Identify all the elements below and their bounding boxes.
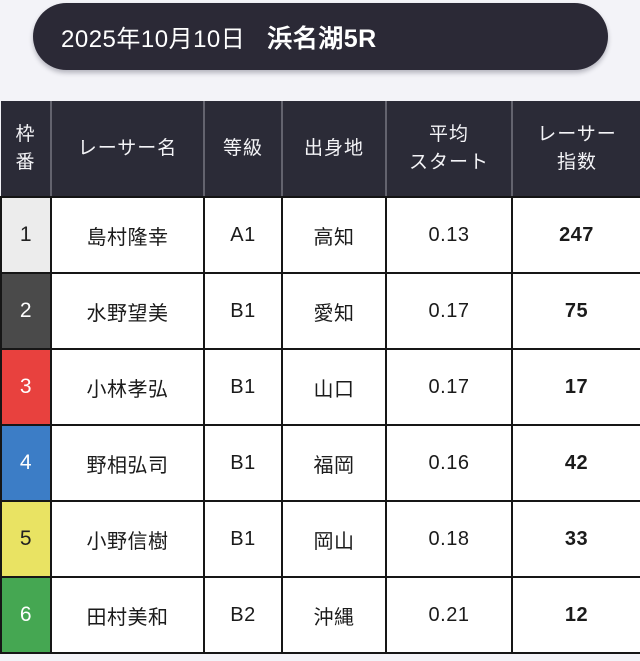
racer-name-cell: 野相弘司 <box>50 424 205 502</box>
racer-name-cell: 島村隆幸 <box>50 196 205 274</box>
grade-cell: B1 <box>203 500 283 578</box>
frame-number-cell: 1 <box>0 196 52 274</box>
col-header-racer-name: レーサー名 <box>50 101 205 198</box>
col-header-frame-number: 枠 番 <box>1 101 52 198</box>
table-row: 3 小林孝弘 B1 山口 0.17 17 <box>0 348 640 426</box>
table-row: 5 小野信樹 B1 岡山 0.18 33 <box>0 500 640 578</box>
frame-number-cell: 5 <box>0 500 52 578</box>
avg-start-cell: 0.17 <box>385 272 513 350</box>
avg-start-cell: 0.13 <box>385 196 513 274</box>
col-header-origin: 出身地 <box>281 101 387 198</box>
race-date: 2025年10月10日 <box>61 26 246 53</box>
grade-cell: B1 <box>203 424 283 502</box>
racer-index-cell: 247 <box>511 196 640 274</box>
race-title-banner: 2025年10月10日 浜名湖5R <box>33 3 608 70</box>
grade-cell: A1 <box>203 196 283 274</box>
table-row: 2 水野望美 B1 愛知 0.17 75 <box>0 272 640 350</box>
avg-start-cell: 0.17 <box>385 348 513 426</box>
col-header-average-start: 平均 スタート <box>385 101 513 198</box>
frame-number-cell: 4 <box>0 424 52 502</box>
frame-number-cell: 2 <box>0 272 52 350</box>
avg-start-cell: 0.16 <box>385 424 513 502</box>
racer-table: 枠 番 レーサー名 等級 出身地 平均 スタート レーサー 指数 1 島村隆幸 … <box>0 101 640 654</box>
racer-index-cell: 12 <box>511 576 640 654</box>
origin-cell: 岡山 <box>281 500 387 578</box>
origin-cell: 福岡 <box>281 424 387 502</box>
grade-cell: B1 <box>203 272 283 350</box>
grade-cell: B1 <box>203 348 283 426</box>
avg-start-cell: 0.18 <box>385 500 513 578</box>
table-row: 6 田村美和 B2 沖縄 0.21 12 <box>0 576 640 654</box>
avg-start-cell: 0.21 <box>385 576 513 654</box>
origin-cell: 愛知 <box>281 272 387 350</box>
table-row: 4 野相弘司 B1 福岡 0.16 42 <box>0 424 640 502</box>
col-header-racer-index: レーサー 指数 <box>511 101 640 198</box>
racer-name-cell: 田村美和 <box>50 576 205 654</box>
racer-table-header: 枠 番 レーサー名 等級 出身地 平均 スタート レーサー 指数 <box>1 101 640 198</box>
racer-index-cell: 17 <box>511 348 640 426</box>
table-row: 1 島村隆幸 A1 高知 0.13 247 <box>0 196 640 274</box>
racer-table-body: 1 島村隆幸 A1 高知 0.13 247 2 水野望美 B1 愛知 0.17 … <box>0 196 640 654</box>
racer-name-cell: 小野信樹 <box>50 500 205 578</box>
racer-name-cell: 水野望美 <box>50 272 205 350</box>
frame-number-cell: 6 <box>0 576 52 654</box>
racer-index-cell: 42 <box>511 424 640 502</box>
origin-cell: 高知 <box>281 196 387 274</box>
origin-cell: 山口 <box>281 348 387 426</box>
racer-index-cell: 75 <box>511 272 640 350</box>
frame-number-cell: 3 <box>0 348 52 426</box>
grade-cell: B2 <box>203 576 283 654</box>
racer-name-cell: 小林孝弘 <box>50 348 205 426</box>
racer-index-cell: 33 <box>511 500 640 578</box>
race-venue-number: 浜名湖5R <box>267 24 377 53</box>
origin-cell: 沖縄 <box>281 576 387 654</box>
col-header-grade: 等級 <box>203 101 283 198</box>
